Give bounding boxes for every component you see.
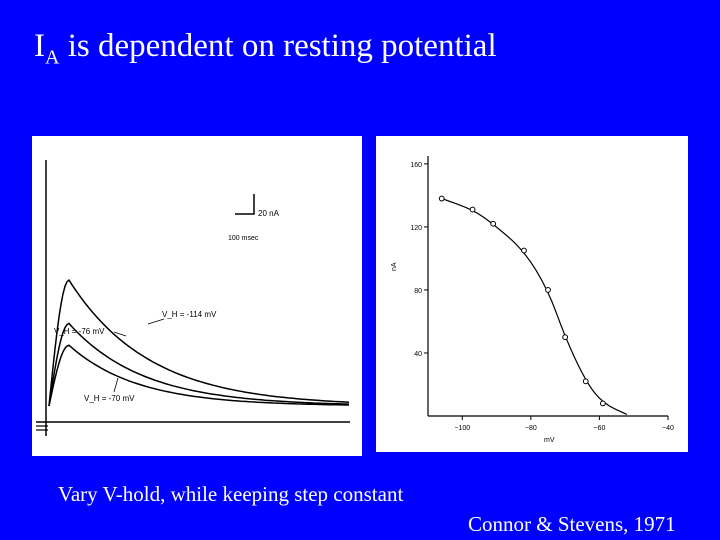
trace-annotations: V_H = -114 mV V_H = -76 mV V_H = -70 mV xyxy=(54,310,217,403)
trace-2 xyxy=(48,322,350,407)
iv-fit-curve xyxy=(441,197,628,415)
iv-curve-panel: 40 80 120 160 −100 −80 −60 −40 nA mV xyxy=(376,136,688,452)
y-tick-label: 80 xyxy=(414,288,422,295)
citation: Connor & Stevens, 1971 xyxy=(468,512,676,536)
data-point xyxy=(490,220,497,227)
iv-data-points xyxy=(438,195,606,407)
current-traces-panel: 20 nA 100 msec V_H = -114 mV V_H = -76 m… xyxy=(32,136,362,456)
current-traces-chart: 20 nA 100 msec V_H = -114 mV V_H = -76 m… xyxy=(36,160,350,436)
traces xyxy=(48,278,350,407)
y-tick-label: 40 xyxy=(414,351,422,358)
annotation-vh-76: V_H = -76 mV xyxy=(54,327,105,336)
data-point xyxy=(545,287,551,293)
traces-axes xyxy=(36,160,350,436)
y-tick-label: 160 xyxy=(410,162,422,169)
x-tick-label: −80 xyxy=(525,425,537,432)
data-point xyxy=(521,247,527,254)
iv-curve-chart: 40 80 120 160 −100 −80 −60 −40 nA mV xyxy=(391,156,674,444)
y-tick-label: 120 xyxy=(410,225,422,232)
x-axis-label: mV xyxy=(544,437,555,444)
scale-bar: 20 nA 100 msec xyxy=(228,194,280,242)
trace-3 xyxy=(48,344,349,407)
scale-bar-current-label: 20 nA xyxy=(258,209,280,218)
x-tick-label: −60 xyxy=(593,425,605,432)
iv-axes xyxy=(427,156,668,417)
data-point xyxy=(562,334,569,341)
data-point xyxy=(438,195,445,202)
scale-bar-time-label: 100 msec xyxy=(228,235,259,242)
caption-left: Vary V-hold, while keeping step constant xyxy=(58,482,404,506)
data-point xyxy=(599,400,606,407)
y-axis-label: nA xyxy=(391,262,398,271)
trace-1 xyxy=(48,278,350,407)
x-tick-label: −40 xyxy=(662,425,674,432)
annotation-vh-114: V_H = -114 mV xyxy=(162,310,217,319)
iv-tick-labels: 40 80 120 160 −100 −80 −60 −40 xyxy=(410,162,674,432)
slide-title: IA is dependent on resting potential xyxy=(34,28,497,69)
data-point xyxy=(582,378,589,385)
data-point xyxy=(469,206,476,213)
annotation-vh-70: V_H = -70 mV xyxy=(84,394,135,403)
x-tick-label: −100 xyxy=(454,425,470,432)
